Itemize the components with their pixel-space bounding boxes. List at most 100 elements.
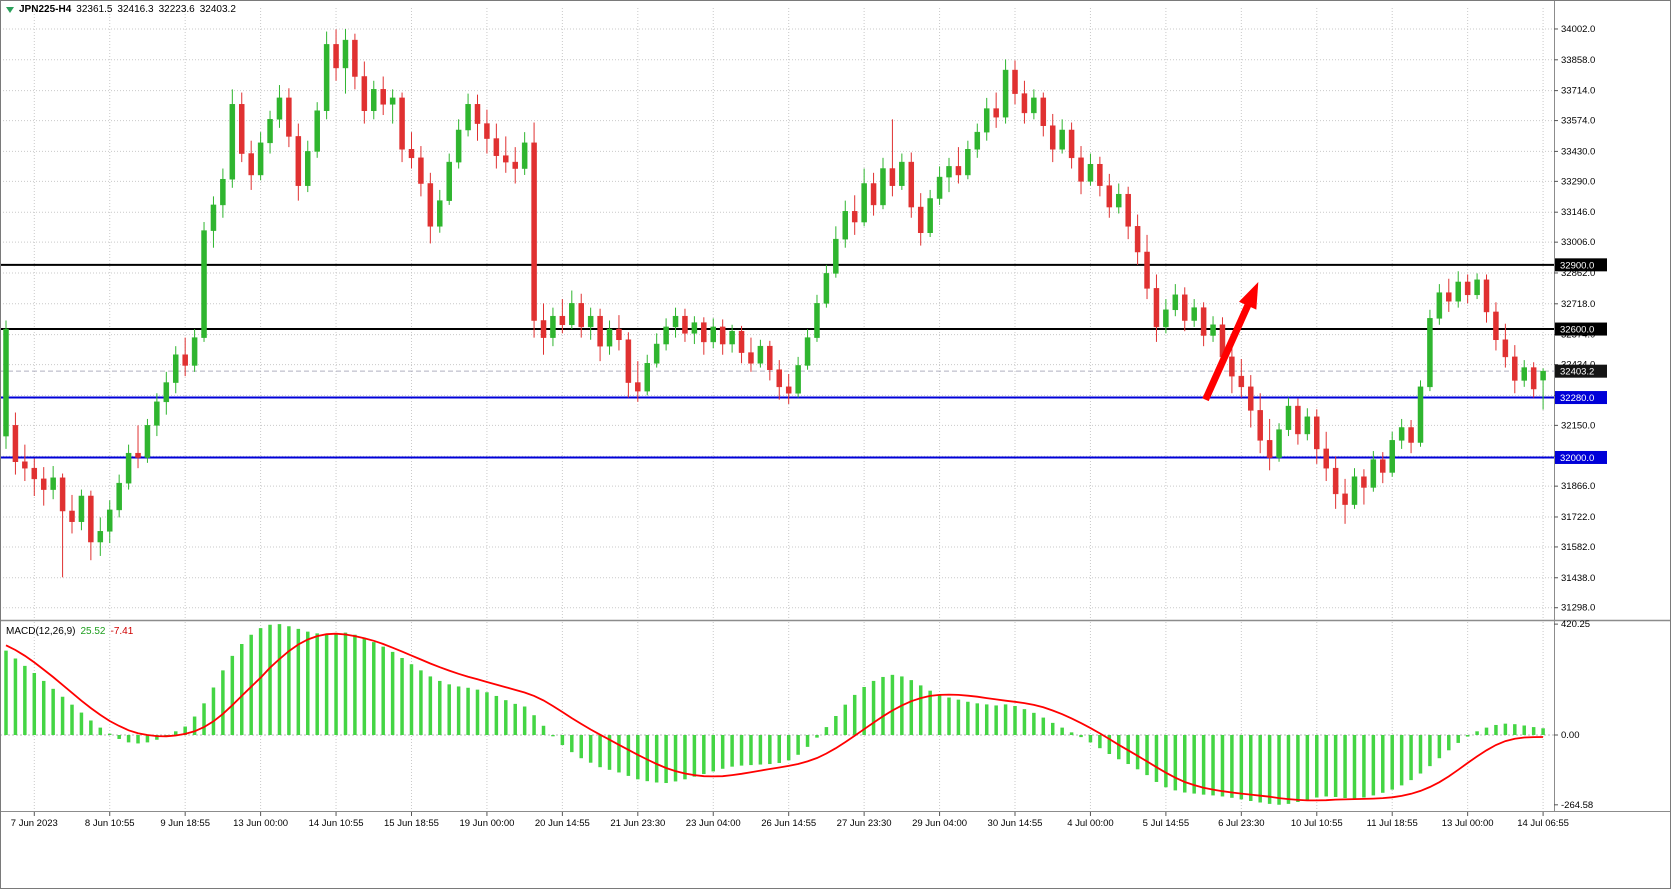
candle xyxy=(154,393,160,437)
candle xyxy=(144,418,151,463)
price-tick-label: 31866.0 xyxy=(1561,481,1595,492)
time-tick-label: 13 Jun 00:00 xyxy=(233,818,288,829)
candle xyxy=(569,290,575,330)
macd-tick-label: -264.58 xyxy=(1561,800,1593,811)
candle xyxy=(1446,278,1452,312)
candle xyxy=(1323,431,1329,482)
candle xyxy=(380,76,386,116)
candle xyxy=(182,337,188,377)
candle xyxy=(597,308,603,362)
time-tick-label: 9 Jun 18:55 xyxy=(160,818,210,829)
price-tick-label: 33290.0 xyxy=(1561,176,1595,187)
price-tick-label: 31582.0 xyxy=(1561,542,1595,553)
candle xyxy=(1163,299,1169,334)
candle xyxy=(917,193,924,246)
time-tick-label: 4 Jul 00:00 xyxy=(1067,818,1113,829)
candle xyxy=(814,294,820,342)
candle xyxy=(804,329,811,370)
candle xyxy=(936,166,943,205)
time-tick-label: 26 Jun 14:55 xyxy=(761,818,816,829)
time-tick-label: 13 Jul 00:00 xyxy=(1442,818,1494,829)
candle xyxy=(1417,380,1424,447)
time-tick-label: 11 Jul 18:55 xyxy=(1367,818,1418,829)
candle xyxy=(691,316,698,345)
candle xyxy=(1153,274,1160,342)
time-tick-label: 6 Jul 23:30 xyxy=(1218,818,1264,829)
price-tick-label: 34002.0 xyxy=(1561,24,1595,35)
candle xyxy=(1002,59,1009,124)
candle xyxy=(748,337,754,372)
candle xyxy=(635,361,641,402)
candle xyxy=(870,172,877,216)
candle xyxy=(78,489,85,531)
candle xyxy=(1021,80,1028,124)
candle xyxy=(22,444,28,482)
candle xyxy=(97,517,104,556)
candle xyxy=(1068,122,1075,169)
price-tick-label: 33858.0 xyxy=(1561,55,1595,66)
candle xyxy=(823,264,830,308)
candle xyxy=(191,329,198,372)
macd-axis[interactable]: 420.25 0.00 -264.58 xyxy=(1554,619,1593,811)
candle xyxy=(248,140,254,190)
candle xyxy=(1182,287,1188,332)
candle xyxy=(965,140,971,180)
candle xyxy=(1031,89,1037,120)
candle xyxy=(1012,60,1018,105)
candle xyxy=(1408,420,1414,454)
candle xyxy=(239,92,245,163)
candle xyxy=(116,474,122,518)
time-tick-label: 21 Jun 23:30 xyxy=(610,818,665,829)
candle xyxy=(276,85,283,128)
level-price-badge: 32900.0 xyxy=(1555,258,1607,272)
candle xyxy=(484,109,490,154)
price-tick-label: 31438.0 xyxy=(1561,573,1595,584)
level-lines[interactable] xyxy=(0,263,1554,459)
time-tick-label: 14 Jun 10:55 xyxy=(309,818,364,829)
price-tick-label: 33574.0 xyxy=(1561,116,1595,127)
candle xyxy=(616,315,622,351)
candle xyxy=(220,168,226,218)
candle xyxy=(1398,418,1405,449)
macd-tick-label: 420.25 xyxy=(1561,619,1590,630)
candle xyxy=(521,132,528,175)
time-axis[interactable]: 7 Jun 2023 8 Jun 10:55 9 Jun 18:55 13 Jun 0… xyxy=(11,812,1569,829)
level-price-badge: 32600.0 xyxy=(1555,322,1607,336)
time-tick-label: 20 Jun 14:55 xyxy=(535,818,590,829)
candle xyxy=(437,189,443,233)
candle xyxy=(361,61,368,124)
candle xyxy=(1266,418,1273,471)
candle xyxy=(371,80,377,120)
candle xyxy=(1361,469,1367,505)
candle xyxy=(993,92,999,128)
time-tick-label: 27 Jun 23:30 xyxy=(837,818,892,829)
arrow-shaft[interactable] xyxy=(1202,300,1253,402)
candle xyxy=(1380,452,1386,484)
time-tick-label: 23 Jun 04:00 xyxy=(686,818,741,829)
trend-arrow[interactable] xyxy=(1202,281,1259,402)
candle xyxy=(1474,273,1480,300)
candle xyxy=(653,333,660,368)
candle xyxy=(418,146,424,197)
price-axis[interactable]: 34002.0 33858.0 33714.0 33574.0 33430.0 33290… xyxy=(1554,24,1607,614)
candle xyxy=(493,123,500,169)
candle xyxy=(738,325,745,364)
candle xyxy=(1097,156,1103,197)
candle xyxy=(465,93,471,137)
time-tick-label: 14 Jul 06:55 xyxy=(1517,818,1569,829)
candle xyxy=(59,473,66,578)
candle xyxy=(757,339,764,368)
candle xyxy=(927,189,933,238)
arrow-head[interactable] xyxy=(1238,281,1259,310)
candle xyxy=(201,222,207,342)
candle xyxy=(701,317,707,355)
candle xyxy=(135,425,141,469)
candle xyxy=(578,293,584,338)
candle xyxy=(1248,375,1254,428)
candle xyxy=(286,88,292,148)
candle xyxy=(795,356,801,398)
candle xyxy=(3,320,9,449)
candle xyxy=(1314,409,1320,464)
